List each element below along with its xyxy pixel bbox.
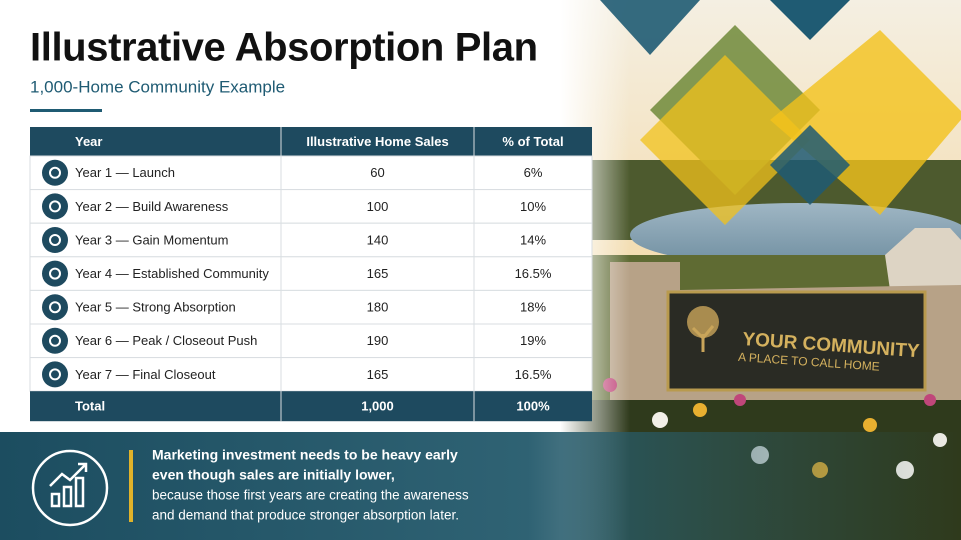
row-icon-glyph [49, 368, 61, 381]
table-cell: 1,000 [361, 399, 394, 414]
table-cell: 16.5% [515, 266, 552, 281]
row-icon-glyph [49, 200, 61, 213]
table-row [29, 289, 593, 325]
table-cell: 14% [520, 232, 546, 247]
table-cell: 140 [367, 232, 389, 247]
column-header: Year [75, 134, 102, 149]
row-icon [42, 361, 68, 388]
row-icon-glyph [49, 334, 61, 347]
callout-bold: even though sales are initially lower, [152, 467, 395, 483]
table-cell: 6% [524, 165, 543, 180]
table-cell: 16.5% [515, 367, 552, 382]
row-icon [42, 193, 68, 220]
table: Year Illustrative Home Sales % of Total Yea… [29, 127, 593, 422]
table-cell: 19% [520, 333, 546, 348]
row-icon-glyph [49, 234, 61, 246]
table-header [30, 127, 592, 156]
row-icon-glyph [49, 267, 61, 280]
column-header: Illustrative Home Sales [306, 134, 448, 149]
callout-band [0, 432, 961, 540]
column-header: % of Total [502, 134, 563, 149]
row-icon-glyph [49, 301, 61, 314]
callout-bar [129, 450, 133, 522]
table-cell: 18% [520, 300, 546, 315]
row-icon [42, 294, 68, 321]
table-cell: 165 [367, 367, 389, 382]
table-cell: 100 [367, 199, 389, 214]
table-cell: Year 5 — Strong Absorption [75, 300, 236, 315]
table-cell: 180 [367, 300, 389, 315]
table-cell: 190 [367, 333, 389, 348]
table-cell: 60 [370, 165, 384, 180]
table-row [29, 155, 593, 191]
accent-line [30, 109, 102, 112]
callout-text: and demand that produce stronger absorpt… [152, 508, 459, 523]
table-row [29, 256, 593, 291]
table-cell: Year 6 — Peak / Closeout Push [75, 333, 257, 348]
table-cell: Total [75, 399, 105, 414]
decor-diamonds [600, 0, 961, 225]
table-cell: Year 2 — Build Awareness [75, 199, 229, 214]
table-cell: 100% [516, 399, 550, 414]
callout-text: because those first years are creating t… [152, 488, 469, 503]
table-cell: 10% [520, 199, 546, 214]
table-total [30, 391, 592, 422]
row-icon-glyph [49, 166, 61, 179]
callout-bold: Marketing investment needs to be heavy e… [152, 447, 458, 463]
table-cell: Year 1 — Launch [75, 165, 175, 180]
table-row [29, 222, 593, 258]
table-row [29, 323, 593, 359]
table-row [29, 357, 593, 392]
table-cell: Year 7 — Final Closeout [75, 367, 216, 382]
table-cell: 165 [367, 266, 389, 281]
subtitle: 1,000-Home Community Example [30, 77, 285, 96]
row-icon [42, 227, 68, 253]
row-icon [42, 159, 68, 186]
table-cell: Year 4 — Established Community [75, 266, 269, 281]
table-row [29, 189, 593, 224]
title: Illustrative Absorption Plan [30, 26, 538, 70]
row-icon [42, 260, 68, 287]
row-icon [42, 327, 68, 354]
table-cell: Year 3 — Gain Momentum [75, 232, 228, 247]
growth-icon [31, 449, 109, 527]
